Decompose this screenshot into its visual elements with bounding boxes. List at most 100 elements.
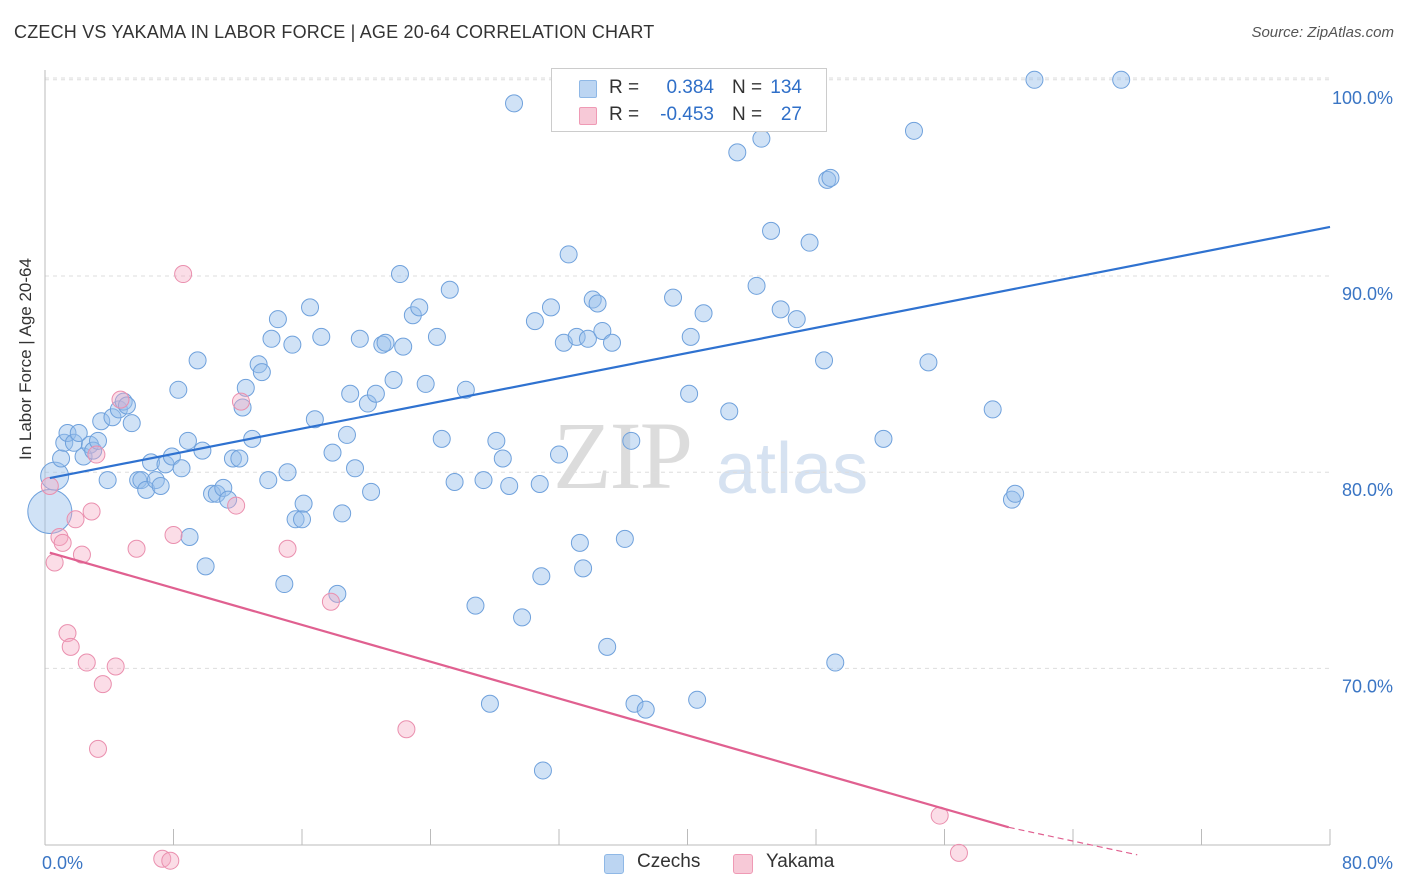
czech-point (919, 353, 938, 372)
bottom-legend-label-yakama: Yakama (766, 851, 835, 872)
czech-point (800, 233, 819, 252)
czech-point (366, 384, 385, 403)
czech-point (362, 482, 381, 501)
legend-r-value: 0.384 (666, 77, 714, 98)
yakama-trend-extension (1008, 826, 1138, 856)
czech-point (390, 265, 409, 284)
czech-point (268, 310, 287, 329)
czech-point (193, 441, 212, 460)
czech-point (89, 431, 108, 450)
czech-point (233, 398, 252, 417)
czech-point (570, 533, 589, 552)
legend-r-label: R = (609, 77, 640, 98)
legend-row-czechs: R = 0.384 N = 134 (552, 76, 826, 102)
czech-point (178, 431, 197, 450)
czech-point (505, 94, 524, 113)
czech-point (305, 410, 324, 429)
czech-point (681, 327, 700, 346)
czech-point (223, 449, 242, 468)
yakama-point (111, 390, 130, 409)
yakama-point (93, 675, 112, 694)
yakama-point (161, 851, 180, 870)
czech-point (64, 433, 83, 452)
czech-point (180, 527, 199, 546)
czech-point (214, 478, 233, 497)
czech-point (578, 329, 597, 348)
czech-point (236, 378, 255, 397)
czech-point (456, 380, 475, 399)
czech-point (688, 690, 707, 709)
czech-point (694, 304, 713, 323)
czech-point (252, 363, 271, 382)
yakama-point (321, 592, 340, 611)
czech-point (286, 510, 305, 529)
czech-point (466, 596, 485, 615)
czech-point (559, 245, 578, 264)
czech-point (603, 333, 622, 352)
czech-point (203, 484, 222, 503)
czech-point (747, 276, 766, 295)
czech-point (574, 559, 593, 578)
czech-point (904, 121, 923, 140)
yakama-trend-line (49, 551, 1010, 829)
czech-point (293, 510, 311, 529)
legend-n-label: N = (732, 104, 763, 125)
czech-point (615, 529, 634, 548)
czech-point (27, 488, 73, 534)
czech-point (346, 459, 365, 478)
czech-point (69, 423, 88, 442)
y-tick-label: 80.0% (1342, 480, 1393, 500)
czech-point (172, 459, 191, 478)
czech-point (394, 337, 413, 356)
czech-point (196, 557, 215, 576)
legend-n-label: N = (732, 77, 763, 98)
czech-point (525, 312, 544, 331)
watermark-atlas: atlas (716, 429, 869, 509)
czech-point (815, 351, 834, 370)
x-tick-label: 80.0% (1342, 853, 1393, 873)
czech-point (333, 504, 352, 523)
czech-point (146, 471, 165, 490)
czech-point (532, 567, 551, 586)
czech-point (283, 335, 302, 354)
czech-point (500, 476, 519, 495)
czech-point (337, 425, 356, 444)
legend-n-value: 134 (770, 77, 802, 98)
czech-point (480, 694, 499, 713)
yakama-point (397, 720, 416, 739)
czech-point (294, 494, 313, 513)
yakama-point (949, 843, 968, 862)
czech-point (752, 129, 771, 148)
czech-point (98, 471, 117, 490)
czech-point (384, 371, 403, 389)
czech-point (262, 329, 281, 348)
yakama-point (82, 502, 101, 521)
stats-legend: R = 0.384 N = 134 R = -0.453 N = 27 (551, 68, 827, 132)
yakama-point (127, 539, 146, 558)
czech-point (52, 449, 71, 468)
czech-point (1002, 490, 1021, 509)
czech-point (122, 414, 141, 433)
czech-point (680, 384, 699, 403)
czech-point (341, 384, 360, 403)
czech-point (541, 298, 560, 317)
czech-point (169, 380, 188, 399)
czech-point (818, 170, 837, 189)
yakama-point (53, 533, 72, 552)
czech-point (487, 431, 506, 450)
yakama-point (89, 739, 108, 758)
czech-point (874, 429, 893, 448)
czech-point (530, 474, 549, 493)
czech-point (720, 402, 739, 421)
yakama-point (106, 657, 125, 676)
czech-point (410, 298, 429, 317)
yakama-point (174, 265, 193, 284)
czech-point (132, 471, 151, 490)
yakama-point (231, 392, 250, 411)
czech-point (312, 327, 331, 346)
czech-point (474, 471, 493, 490)
legend-row-yakama: R = -0.453 N = 27 (552, 103, 826, 129)
bottom-legend-swatch-yakama (733, 854, 753, 874)
czech-point (550, 445, 568, 464)
czech-point (92, 412, 111, 431)
